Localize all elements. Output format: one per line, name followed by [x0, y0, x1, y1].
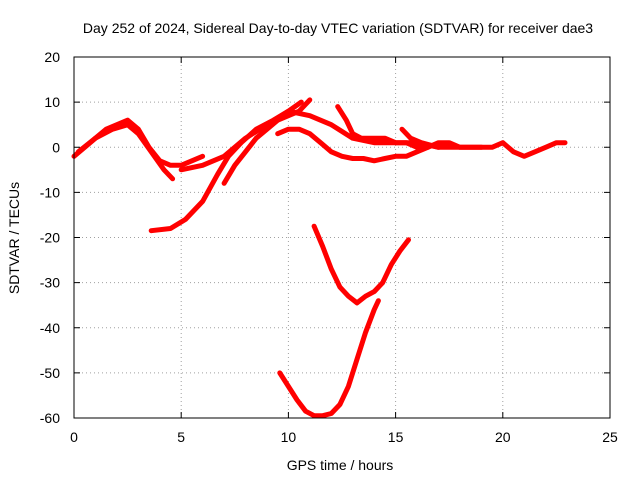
y-tick-label: -50 — [40, 365, 60, 381]
y-tick-label: -30 — [40, 275, 60, 291]
x-tick-label: 5 — [177, 429, 185, 445]
x-tick-label: 20 — [495, 429, 511, 445]
series-trace-10 — [277, 298, 381, 419]
series-trace-6 — [275, 126, 484, 164]
y-axis-label: SDTVAR / TECUs — [6, 182, 22, 294]
y-tick-label: -40 — [40, 320, 60, 336]
y-tick-label: 0 — [52, 139, 60, 155]
series-layer — [71, 97, 568, 419]
chart-title: Day 252 of 2024, Sidereal Day-to-day VTE… — [83, 20, 593, 36]
series-trace-9 — [311, 223, 411, 306]
x-axis-label: GPS time / hours — [287, 457, 394, 473]
series-trace-7 — [335, 104, 431, 150]
x-tick-label: 15 — [388, 429, 404, 445]
y-tick-label: -20 — [40, 230, 60, 246]
y-tick-label: -10 — [40, 184, 60, 200]
axis-ticks: 0 5 10 15 20 25 20 10 0 -10 -20 -30 -40 -50 -60 — [40, 49, 618, 445]
y-tick-label: 20 — [44, 49, 60, 65]
x-tick-label: 25 — [602, 429, 618, 445]
x-tick-label: 10 — [281, 429, 297, 445]
series-trace-8 — [399, 126, 441, 150]
y-tick-label: -60 — [40, 410, 60, 426]
series-trace-2 — [75, 122, 176, 182]
y-tick-label: 10 — [44, 94, 60, 110]
x-tick-label: 0 — [70, 429, 78, 445]
